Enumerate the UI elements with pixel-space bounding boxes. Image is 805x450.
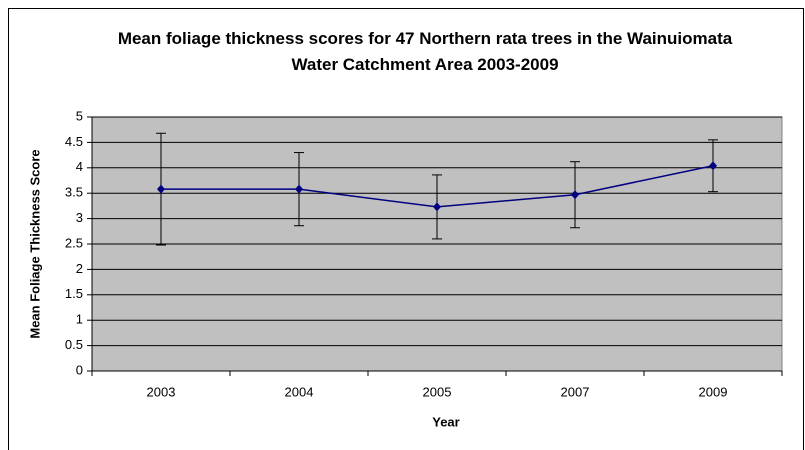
x-tick-label: 2005 [423,384,452,399]
marker [157,184,165,194]
marker [433,202,441,212]
y-tick-label: 0.5 [65,337,83,352]
y-tick-label: 3 [76,210,83,225]
y-tick-label: 0 [76,362,83,377]
y-tick-label: 4 [76,159,83,174]
y-tick-label: 1.5 [65,286,83,301]
y-tick-label: 1 [76,312,83,327]
x-tick-label: 2004 [285,384,314,399]
x-tick-label: 2003 [147,384,176,399]
y-tick-label: 5 [76,108,83,123]
x-axis-label: Year [432,414,459,429]
x-tick-label: 2009 [699,384,728,399]
marker [295,184,303,194]
marker [709,161,717,171]
marker [571,190,579,200]
x-tick-label: 2007 [561,384,590,399]
y-tick-label: 3.5 [65,185,83,200]
y-tick-label: 2.5 [65,235,83,250]
y-tick-label: 2 [76,261,83,276]
y-tick-label: 4.5 [65,134,83,149]
chart-border [8,8,804,450]
chart-title: Mean foliage thickness scores for 47 Nor… [117,29,733,74]
y-axis-label: Mean Foliage Thickness Score [27,149,42,338]
